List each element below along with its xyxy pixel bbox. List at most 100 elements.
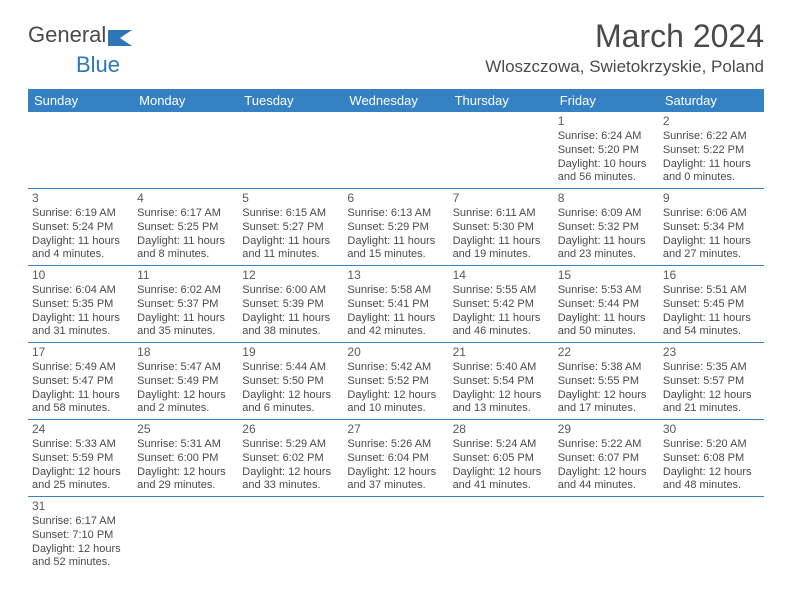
logo-flag-icon <box>108 26 134 52</box>
calendar-cell: 24Sunrise: 5:33 AMSunset: 5:59 PMDayligh… <box>28 420 133 497</box>
daylight-text: Daylight: 11 hours <box>32 312 129 326</box>
daylight-text: Daylight: 10 hours <box>558 158 655 172</box>
daylight-text: and 33 minutes. <box>242 479 339 493</box>
calendar-cell-empty <box>133 112 238 189</box>
calendar-cell: 28Sunrise: 5:24 AMSunset: 6:05 PMDayligh… <box>449 420 554 497</box>
sunset-text: Sunset: 6:05 PM <box>453 452 550 466</box>
sunrise-text: Sunrise: 6:17 AM <box>32 515 129 529</box>
daylight-text: Daylight: 11 hours <box>558 235 655 249</box>
day-number: 31 <box>32 499 129 514</box>
calendar-cell: 17Sunrise: 5:49 AMSunset: 5:47 PMDayligh… <box>28 343 133 420</box>
calendar-cell-empty <box>238 497 343 574</box>
day-number: 30 <box>663 422 760 437</box>
daylight-text: Daylight: 12 hours <box>32 466 129 480</box>
weekday-header: Monday <box>133 89 238 112</box>
sunset-text: Sunset: 5:25 PM <box>137 221 234 235</box>
daylight-text: Daylight: 11 hours <box>453 235 550 249</box>
sunrise-text: Sunrise: 5:20 AM <box>663 438 760 452</box>
calendar-cell: 22Sunrise: 5:38 AMSunset: 5:55 PMDayligh… <box>554 343 659 420</box>
day-number: 14 <box>453 268 550 283</box>
daylight-text: and 38 minutes. <box>242 325 339 339</box>
weekday-header: Sunday <box>28 89 133 112</box>
day-number: 19 <box>242 345 339 360</box>
daylight-text: and 15 minutes. <box>347 248 444 262</box>
daylight-text: and 10 minutes. <box>347 402 444 416</box>
daylight-text: Daylight: 12 hours <box>347 389 444 403</box>
calendar-cell: 4Sunrise: 6:17 AMSunset: 5:25 PMDaylight… <box>133 189 238 266</box>
calendar-cell: 12Sunrise: 6:00 AMSunset: 5:39 PMDayligh… <box>238 266 343 343</box>
sunset-text: Sunset: 5:45 PM <box>663 298 760 312</box>
sunrise-text: Sunrise: 5:26 AM <box>347 438 444 452</box>
sunrise-text: Sunrise: 5:33 AM <box>32 438 129 452</box>
sunrise-text: Sunrise: 5:49 AM <box>32 361 129 375</box>
calendar-cell: 27Sunrise: 5:26 AMSunset: 6:04 PMDayligh… <box>343 420 448 497</box>
sunset-text: Sunset: 5:44 PM <box>558 298 655 312</box>
daylight-text: and 4 minutes. <box>32 248 129 262</box>
sunrise-text: Sunrise: 5:53 AM <box>558 284 655 298</box>
sunset-text: Sunset: 5:41 PM <box>347 298 444 312</box>
daylight-text: Daylight: 12 hours <box>663 466 760 480</box>
sunrise-text: Sunrise: 6:11 AM <box>453 207 550 221</box>
sunset-text: Sunset: 5:57 PM <box>663 375 760 389</box>
calendar-cell: 20Sunrise: 5:42 AMSunset: 5:52 PMDayligh… <box>343 343 448 420</box>
daylight-text: Daylight: 12 hours <box>453 466 550 480</box>
daylight-text: and 0 minutes. <box>663 171 760 185</box>
sunrise-text: Sunrise: 5:24 AM <box>453 438 550 452</box>
daylight-text: and 50 minutes. <box>558 325 655 339</box>
sunrise-text: Sunrise: 5:58 AM <box>347 284 444 298</box>
day-number: 20 <box>347 345 444 360</box>
day-number: 11 <box>137 268 234 283</box>
sunrise-text: Sunrise: 6:15 AM <box>242 207 339 221</box>
day-number: 27 <box>347 422 444 437</box>
sunset-text: Sunset: 6:08 PM <box>663 452 760 466</box>
daylight-text: and 23 minutes. <box>558 248 655 262</box>
day-number: 15 <box>558 268 655 283</box>
daylight-text: Daylight: 11 hours <box>663 312 760 326</box>
sunrise-text: Sunrise: 6:00 AM <box>242 284 339 298</box>
daylight-text: Daylight: 11 hours <box>137 235 234 249</box>
daylight-text: and 21 minutes. <box>663 402 760 416</box>
daylight-text: and 48 minutes. <box>663 479 760 493</box>
sunset-text: Sunset: 5:35 PM <box>32 298 129 312</box>
sunset-text: Sunset: 5:39 PM <box>242 298 339 312</box>
daylight-text: and 54 minutes. <box>663 325 760 339</box>
sunrise-text: Sunrise: 6:17 AM <box>137 207 234 221</box>
weekday-header: Tuesday <box>238 89 343 112</box>
calendar-body: 1Sunrise: 6:24 AMSunset: 5:20 PMDaylight… <box>28 112 764 573</box>
sunrise-text: Sunrise: 6:09 AM <box>558 207 655 221</box>
calendar-cell: 10Sunrise: 6:04 AMSunset: 5:35 PMDayligh… <box>28 266 133 343</box>
sunrise-text: Sunrise: 6:02 AM <box>137 284 234 298</box>
calendar-cell-empty <box>28 112 133 189</box>
day-number: 5 <box>242 191 339 206</box>
calendar-head: SundayMondayTuesdayWednesdayThursdayFrid… <box>28 89 764 112</box>
daylight-text: and 29 minutes. <box>137 479 234 493</box>
calendar-cell: 3Sunrise: 6:19 AMSunset: 5:24 PMDaylight… <box>28 189 133 266</box>
day-number: 4 <box>137 191 234 206</box>
daylight-text: and 11 minutes. <box>242 248 339 262</box>
daylight-text: Daylight: 11 hours <box>453 312 550 326</box>
sunrise-text: Sunrise: 5:38 AM <box>558 361 655 375</box>
sunset-text: Sunset: 6:04 PM <box>347 452 444 466</box>
daylight-text: and 25 minutes. <box>32 479 129 493</box>
daylight-text: Daylight: 12 hours <box>453 389 550 403</box>
sunset-text: Sunset: 6:00 PM <box>137 452 234 466</box>
weekday-header: Thursday <box>449 89 554 112</box>
day-number: 28 <box>453 422 550 437</box>
sunset-text: Sunset: 5:29 PM <box>347 221 444 235</box>
daylight-text: Daylight: 12 hours <box>663 389 760 403</box>
day-number: 8 <box>558 191 655 206</box>
calendar-cell: 29Sunrise: 5:22 AMSunset: 6:07 PMDayligh… <box>554 420 659 497</box>
sunset-text: Sunset: 5:24 PM <box>32 221 129 235</box>
day-number: 12 <box>242 268 339 283</box>
daylight-text: and 6 minutes. <box>242 402 339 416</box>
daylight-text: and 19 minutes. <box>453 248 550 262</box>
sunrise-text: Sunrise: 6:13 AM <box>347 207 444 221</box>
calendar-cell: 18Sunrise: 5:47 AMSunset: 5:49 PMDayligh… <box>133 343 238 420</box>
sunset-text: Sunset: 7:10 PM <box>32 529 129 543</box>
daylight-text: Daylight: 11 hours <box>137 312 234 326</box>
daylight-text: Daylight: 12 hours <box>137 466 234 480</box>
calendar-cell-empty <box>343 112 448 189</box>
calendar-row: 24Sunrise: 5:33 AMSunset: 5:59 PMDayligh… <box>28 420 764 497</box>
sunrise-text: Sunrise: 5:55 AM <box>453 284 550 298</box>
sunset-text: Sunset: 5:30 PM <box>453 221 550 235</box>
